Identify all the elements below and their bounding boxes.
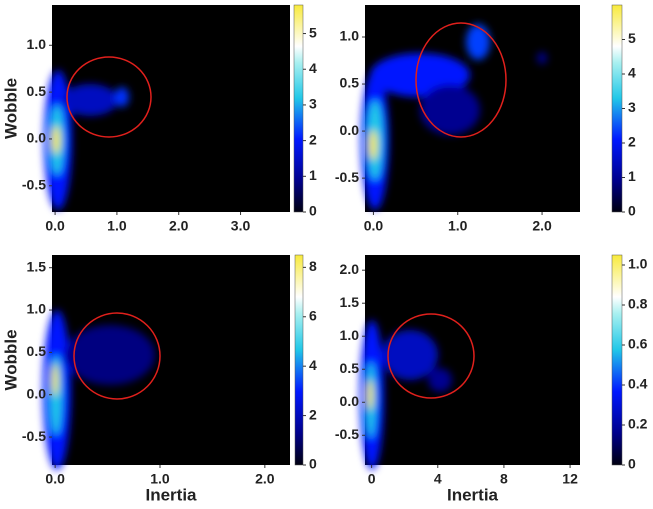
colorbar-tick-label: 1 bbox=[628, 168, 636, 184]
colorbar-tick-label: 0.2 bbox=[628, 416, 648, 432]
x-tick-label: 3.0 bbox=[231, 218, 251, 234]
density-blob bbox=[52, 364, 58, 396]
highlight-circle bbox=[66, 56, 152, 138]
x-axis-label: Inertia bbox=[145, 485, 197, 504]
density-blob bbox=[382, 330, 438, 380]
x-tick-label: 8 bbox=[500, 471, 508, 487]
colorbar bbox=[611, 4, 623, 213]
density-blob bbox=[367, 380, 373, 410]
colorbar-tick-label: 5 bbox=[628, 30, 636, 46]
density-blob bbox=[466, 24, 490, 60]
density bbox=[43, 310, 155, 470]
colorbar bbox=[293, 4, 304, 213]
colorbar-tick-label: 4 bbox=[628, 65, 636, 81]
y-tick-label: 0.5 bbox=[27, 343, 47, 359]
density-blob bbox=[115, 87, 129, 107]
x-tick-label: 0.0 bbox=[45, 471, 65, 487]
y-tick-label: 0.0 bbox=[340, 122, 360, 138]
colorbar-tick-label: 6 bbox=[309, 307, 317, 323]
colorbar-tick-label: 5 bbox=[309, 24, 317, 40]
colorbar bbox=[294, 254, 304, 466]
y-tick-label: 1.0 bbox=[27, 301, 47, 317]
colorbar-tick-label: 0 bbox=[309, 456, 317, 472]
x-tick-label: 0 bbox=[368, 471, 376, 487]
x-tick-label: 0.0 bbox=[364, 218, 384, 234]
highlight-circle bbox=[415, 22, 507, 138]
density-blob bbox=[420, 85, 480, 135]
y-tick-label: 2.0 bbox=[340, 261, 360, 277]
density bbox=[44, 70, 129, 210]
colorbar-tick-label: 4 bbox=[309, 357, 317, 373]
y-tick-label: 1.5 bbox=[340, 294, 360, 310]
panel: 0.0 1.0 2.0 3.0 -0.5 0.0 0.5 1.0 0 1 2 3 4 5 Wobble bbox=[1, 4, 317, 234]
colorbar-tick-label: 0.6 bbox=[628, 336, 648, 352]
density bbox=[360, 320, 452, 470]
y-tick-label: 0.0 bbox=[27, 385, 47, 401]
colorbar bbox=[611, 254, 623, 466]
x-tick-label: 4 bbox=[434, 471, 442, 487]
x-tick-label: 12 bbox=[562, 471, 578, 487]
y-tick-label: -0.5 bbox=[22, 428, 46, 444]
y-tick-label: 0.0 bbox=[27, 130, 47, 146]
y-axis-label: Wobble bbox=[1, 78, 20, 139]
colorbar-tick-label: 1 bbox=[309, 167, 317, 183]
density-blob bbox=[537, 52, 547, 64]
colorbar-tick-label: 8 bbox=[309, 258, 317, 274]
colorbar-tick-label: 1.0 bbox=[628, 256, 648, 272]
density-blob bbox=[428, 368, 452, 392]
highlight-circle bbox=[387, 313, 475, 399]
x-axis-label: Inertia bbox=[447, 485, 499, 504]
x-tick-label: 0.0 bbox=[45, 218, 65, 234]
panel: 0 4 8 12 -0.5 0.0 0.5 1.0 1.5 2.0 0 0.2 0.4 0.6 0.8 1.0… bbox=[335, 254, 648, 504]
colorbar-tick-label: 0.8 bbox=[628, 296, 648, 312]
colorbar-tick-label: 2 bbox=[309, 131, 317, 147]
x-tick-label: 1.0 bbox=[107, 218, 127, 234]
y-tick-label: -0.5 bbox=[335, 169, 359, 185]
colorbar-tick-label: 2 bbox=[309, 406, 317, 422]
colorbar-tick-label: 0 bbox=[628, 203, 636, 219]
x-tick-label: 2.0 bbox=[532, 218, 552, 234]
y-tick-label: 1.0 bbox=[340, 28, 360, 44]
density bbox=[361, 24, 547, 210]
y-axis-label: Wobble bbox=[1, 329, 20, 390]
density-blob bbox=[369, 130, 377, 160]
y-tick-label: -0.5 bbox=[22, 176, 46, 192]
panel: 0.0 1.0 2.0 -0.5 0.0 0.5 1.0 0 1 2 3 4 5 bbox=[335, 4, 636, 234]
x-tick-label: 2.0 bbox=[255, 471, 275, 487]
colorbar-tick-label: 0.4 bbox=[628, 376, 648, 392]
colorbar-tick-label: 3 bbox=[628, 99, 636, 115]
density-blob bbox=[62, 84, 118, 116]
y-tick-label: 0.0 bbox=[340, 393, 360, 409]
y-tick-label: 1.0 bbox=[27, 36, 47, 52]
x-tick-label: 1.0 bbox=[448, 218, 468, 234]
y-tick-label: 0.5 bbox=[27, 83, 47, 99]
y-tick-label: 1.0 bbox=[340, 327, 360, 343]
panel: 0.0 1.0 2.0 -0.5 0.0 0.5 1.0 1.5 0 2 4 6 8 Inertia Wob… bbox=[1, 254, 317, 504]
colorbar-tick-label: 2 bbox=[628, 134, 636, 150]
y-tick-label: 0.5 bbox=[340, 360, 360, 376]
y-tick-label: 1.5 bbox=[27, 258, 47, 274]
density-blob bbox=[52, 126, 60, 154]
colorbar-tick-label: 0 bbox=[628, 456, 636, 472]
y-tick-label: -0.5 bbox=[335, 426, 359, 442]
colorbar-tick-label: 3 bbox=[309, 96, 317, 112]
highlight-circle bbox=[73, 312, 161, 400]
colorbar-tick-label: 4 bbox=[309, 60, 317, 76]
colorbar-tick-label: 0 bbox=[309, 203, 317, 219]
x-tick-label: 2.0 bbox=[169, 218, 189, 234]
y-tick-label: 0.5 bbox=[340, 75, 360, 91]
x-tick-label: 1.0 bbox=[150, 471, 170, 487]
density-blob bbox=[65, 325, 155, 385]
